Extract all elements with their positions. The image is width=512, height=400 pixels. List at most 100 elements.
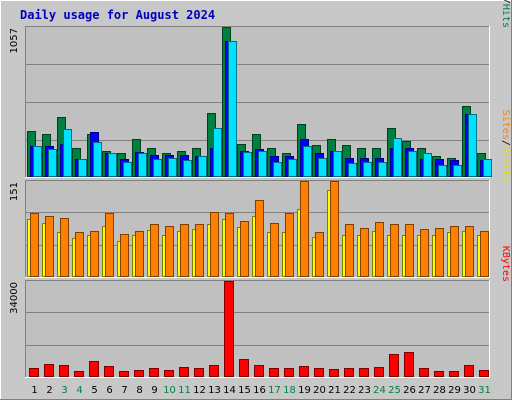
- x-tick-label-day-19: 19: [298, 385, 311, 396]
- y-max-label-hits-files-pages: 1057: [9, 28, 20, 53]
- bar-pages-day-6: [108, 153, 117, 177]
- x-tick-label-day-2: 2: [46, 385, 52, 396]
- bar-sites-day-3: [60, 218, 69, 277]
- series-legend-kbytes: KBytes: [500, 246, 511, 282]
- bar-pages-day-5: [93, 142, 102, 177]
- bar-pages-day-9: [153, 159, 162, 177]
- bar-kbytes-day-18: [284, 368, 294, 377]
- bar-pages-day-27: [423, 153, 432, 177]
- bar-sites-day-27: [420, 229, 429, 277]
- bar-pages-day-12: [198, 156, 207, 177]
- bar-kbytes-day-8: [134, 370, 144, 377]
- bar-sites-day-30: [465, 226, 474, 277]
- bar-pages-day-1: [33, 146, 42, 177]
- legend-part: Sites: [500, 110, 511, 140]
- legend-part: KBytes: [500, 246, 511, 282]
- bar-sites-day-10: [165, 226, 174, 277]
- bar-kbytes-day-15: [239, 359, 249, 377]
- bar-kbytes-day-27: [419, 368, 429, 377]
- bar-pages-day-7: [123, 162, 132, 177]
- bar-sites-day-2: [45, 216, 54, 277]
- bar-sites-day-11: [180, 224, 189, 277]
- x-tick-label-day-13: 13: [208, 385, 221, 396]
- bar-sites-day-29: [450, 226, 459, 277]
- bar-pages-day-24: [378, 162, 387, 177]
- bar-kbytes-day-12: [194, 368, 204, 377]
- series-pages: [33, 41, 492, 177]
- bar-kbytes-day-4: [74, 371, 84, 377]
- x-tick-label-day-15: 15: [238, 385, 251, 396]
- bar-kbytes-day-14: [224, 281, 234, 377]
- bar-pages-day-23: [363, 162, 372, 177]
- x-tick-label-day-28: 28: [433, 385, 446, 396]
- bar-pages-day-20: [318, 158, 327, 177]
- bar-sites-day-4: [75, 232, 84, 277]
- bar-kbytes-day-9: [149, 368, 159, 377]
- bar-kbytes-day-17: [269, 368, 279, 377]
- x-tick-label-day-14: 14: [223, 385, 236, 396]
- bar-pages-day-10: [168, 158, 177, 177]
- x-tick-label-day-26: 26: [403, 385, 416, 396]
- y-max-label-kbytes: 34000: [9, 282, 20, 314]
- x-tick-label-day-3: 3: [61, 385, 67, 396]
- x-tick-label-day-23: 23: [358, 385, 371, 396]
- bar-pages-day-2: [48, 149, 57, 177]
- chart-title: Daily usage for August 2024: [20, 8, 215, 22]
- bar-sites-day-23: [360, 228, 369, 277]
- bar-kbytes-day-25: [389, 354, 399, 377]
- panel-sites-visits: 151 Sites/Visits: [9, 110, 511, 278]
- bar-kbytes-day-28: [434, 371, 444, 377]
- bar-sites-day-15: [240, 221, 249, 277]
- bar-sites-day-25: [390, 224, 399, 277]
- bar-sites-day-22: [345, 224, 354, 277]
- bar-kbytes-day-1: [29, 368, 39, 377]
- x-tick-label-day-16: 16: [253, 385, 266, 396]
- bar-pages-day-4: [78, 159, 87, 177]
- x-tick-label-day-8: 8: [136, 385, 142, 396]
- bar-pages-day-11: [183, 160, 192, 177]
- legend-part: /: [500, 140, 511, 146]
- bar-sites-day-31: [480, 231, 489, 277]
- bar-sites-day-17: [270, 223, 279, 277]
- bar-kbytes-day-26: [404, 352, 414, 377]
- bar-sites-day-6: [105, 213, 114, 277]
- bar-kbytes-day-21: [329, 369, 339, 377]
- bar-pages-day-3: [63, 129, 72, 177]
- bar-kbytes-day-13: [209, 365, 219, 377]
- bar-pages-day-14: [228, 41, 237, 177]
- panel-hits-files-pages: 1057 Pages/Files/Hits: [9, 0, 511, 178]
- bar-sites-day-14: [225, 213, 234, 277]
- x-tick-label-day-24: 24: [373, 385, 386, 396]
- bar-kbytes-day-7: [119, 371, 129, 377]
- bar-sites-day-1: [30, 213, 39, 277]
- x-tick-label-day-25: 25: [388, 385, 401, 396]
- bar-pages-day-31: [483, 159, 492, 177]
- bar-pages-day-8: [138, 153, 147, 177]
- bar-pages-day-28: [438, 165, 447, 177]
- bar-kbytes-day-6: [104, 366, 114, 377]
- x-tick-label-day-18: 18: [283, 385, 296, 396]
- x-tick-label-day-21: 21: [328, 385, 341, 396]
- x-tick-label-day-12: 12: [193, 385, 206, 396]
- legend-part: /: [500, 0, 511, 4]
- bar-pages-day-18: [288, 159, 297, 177]
- series-legend-sites-visits: Sites/Visits: [500, 110, 511, 182]
- bar-pages-day-30: [468, 114, 477, 177]
- bar-kbytes-day-24: [374, 367, 384, 377]
- bar-kbytes-day-10: [164, 370, 174, 377]
- bar-kbytes-day-11: [179, 367, 189, 377]
- bar-pages-day-29: [453, 165, 462, 177]
- x-tick-label-day-30: 30: [463, 385, 476, 396]
- bar-sites-day-13: [210, 212, 219, 277]
- bar-kbytes-day-19: [299, 366, 309, 377]
- bar-sites-day-12: [195, 224, 204, 277]
- x-tick-label-day-9: 9: [151, 385, 157, 396]
- bar-pages-day-13: [213, 128, 222, 177]
- bar-pages-day-25: [393, 138, 402, 177]
- bar-pages-day-16: [258, 151, 267, 177]
- x-tick-label-day-17: 17: [268, 385, 281, 396]
- bar-sites-day-18: [285, 213, 294, 277]
- x-tick-label-day-6: 6: [106, 385, 112, 396]
- legend-part: Visits: [500, 146, 511, 182]
